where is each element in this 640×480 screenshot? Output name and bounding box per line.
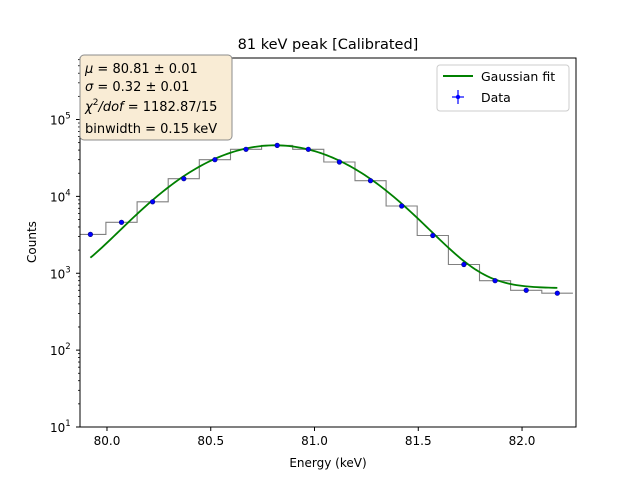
x-tick-label: 82.0: [509, 434, 536, 448]
data-point: [336, 159, 343, 165]
x-axis-ticks: 80.0 80.5 81.0 81.5 82.0: [94, 427, 536, 448]
fit-curve-group: [89, 144, 558, 289]
legend-data-swatch: [452, 90, 464, 104]
data-point: [523, 287, 529, 293]
stats-box-background: [79, 54, 233, 141]
data-point: [87, 231, 93, 237]
y-tick-label: 103: [50, 265, 71, 281]
legend-data-label: Data: [481, 90, 511, 105]
data-points-group: [87, 142, 560, 296]
stats-box: μ = 80.81 ± 0.01 σ = 0.32 ± 0.01 χ2/dof …: [79, 54, 233, 141]
data-point: [554, 290, 560, 296]
data-point: [274, 142, 280, 148]
y-tick-label: 101: [50, 419, 71, 435]
chart-title: 81 keV peak [Calibrated]: [238, 37, 419, 53]
gaussian-fit-line: [89, 144, 558, 289]
data-point: [243, 146, 249, 152]
x-tick-label: 81.0: [301, 434, 328, 448]
y-axis-label: Counts: [25, 221, 39, 263]
data-point: [461, 261, 467, 268]
data-point: [492, 278, 498, 284]
data-point: [430, 232, 436, 239]
x-axis-label: Energy (keV): [289, 456, 366, 470]
x-tick-label: 80.0: [94, 434, 121, 448]
y-axis-ticks: 101 102 103 104 105: [50, 59, 80, 435]
data-point: [118, 219, 125, 225]
x-tick-label: 80.5: [197, 434, 224, 448]
stats-binwidth: binwidth = 0.15 keV: [85, 122, 217, 137]
stats-chi2: χ2/dof = 1182.87/15: [84, 98, 217, 115]
x-tick-label: 81.5: [405, 434, 432, 448]
data-point: [367, 178, 374, 184]
stats-sigma: σ = 0.32 ± 0.01: [85, 80, 189, 95]
legend-fit-label: Gaussian fit: [481, 69, 555, 84]
data-point: [181, 176, 187, 182]
histogram: [80, 144, 573, 294]
data-point: [399, 203, 405, 209]
stats-mu: μ = 80.81 ± 0.01: [84, 62, 198, 77]
data-point: [212, 157, 218, 163]
data-point: [150, 199, 156, 205]
y-tick-label: 105: [50, 112, 71, 128]
data-point: [305, 146, 311, 152]
y-tick-label: 102: [50, 342, 71, 358]
plot-frame: [79, 57, 577, 428]
legend: Gaussian fit Data: [436, 64, 570, 112]
y-tick-label: 104: [50, 188, 71, 204]
histogram-steps: [80, 144, 573, 294]
